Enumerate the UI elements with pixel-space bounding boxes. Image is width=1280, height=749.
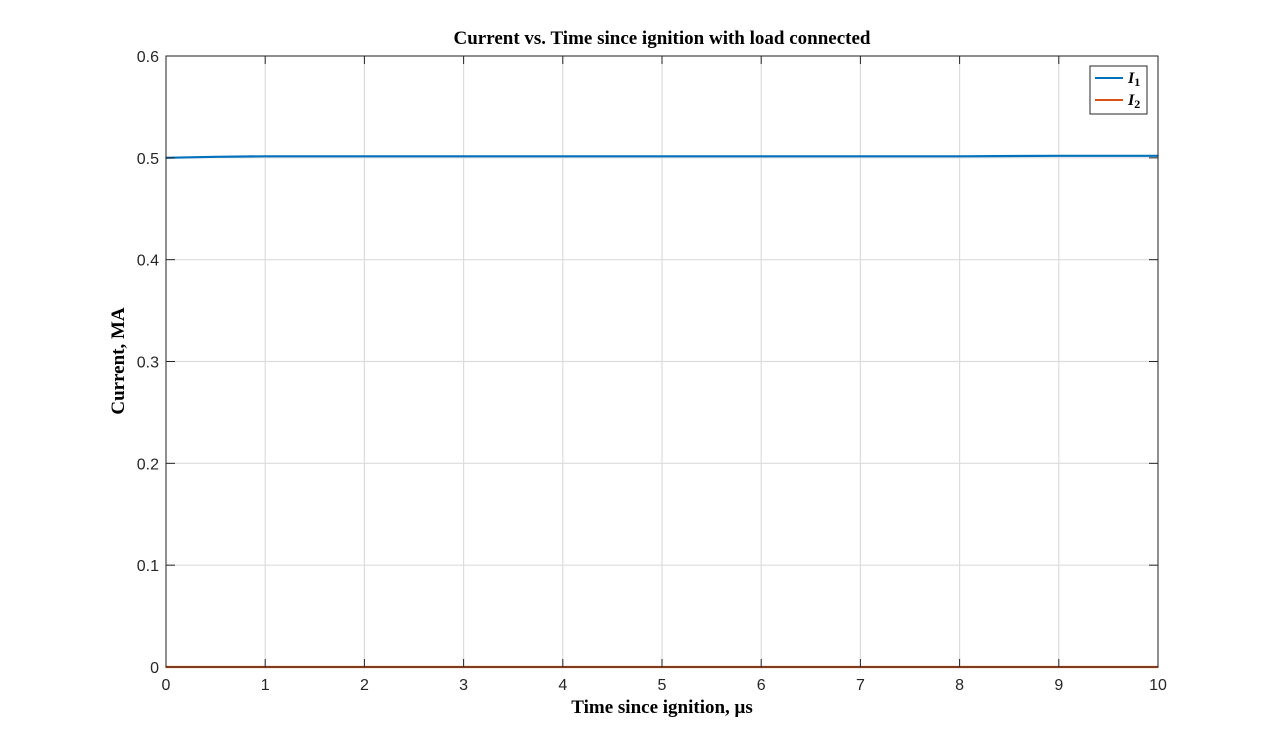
data-point-i1 — [363, 155, 366, 158]
data-point-i1 — [958, 155, 961, 158]
data-point-i1 — [562, 155, 564, 158]
legend-label-i1-subscript: 1 — [1134, 75, 1140, 89]
legend-label-i2-subscript: 2 — [1134, 97, 1140, 111]
data-point-i1 — [462, 155, 465, 158]
x-tick-label: 9 — [1054, 677, 1063, 694]
legend-label-i1-name: I — [1127, 70, 1135, 87]
legend-label-i2-name: I — [1127, 92, 1135, 109]
y-tick-labels: 0 0.1 0.2 0.3 0.4 0.5 0.6 — [137, 49, 159, 677]
legend-box — [1089, 65, 1148, 115]
x-tick-label: 5 — [658, 677, 667, 694]
x-tick-labels: 0 1 2 3 4 5 6 7 8 9 10 — [162, 677, 1167, 694]
axis-ticks — [165, 55, 1159, 668]
x-tick-label: 10 — [1149, 677, 1167, 694]
y-tick-label: 0 — [150, 660, 159, 677]
data-point-i1 — [859, 155, 862, 158]
y-axis-label: Current, MA — [108, 307, 129, 415]
y-tick-label: 0.3 — [137, 355, 159, 372]
y-tick-label: 0.5 — [137, 151, 159, 168]
data-point-i1 — [1058, 154, 1060, 157]
y-tick-label: 0.2 — [137, 456, 159, 473]
legend-label-i2: I2 — [1127, 92, 1140, 111]
x-tick-label: 1 — [261, 677, 270, 694]
y-tick-label: 0.4 — [137, 253, 159, 270]
legend-label-i1: I1 — [1127, 70, 1140, 89]
data-point-i1 — [760, 155, 762, 158]
x-axis-label: Time since ignition, μs — [571, 697, 752, 718]
data-point-i1 — [314, 155, 316, 158]
y-tick-label: 0.1 — [137, 558, 159, 575]
data-point-i1 — [264, 155, 267, 158]
x-tick-label: 3 — [459, 677, 468, 694]
chart-title: Current vs. Time since ignition with loa… — [454, 28, 871, 49]
x-tick-label: 8 — [955, 677, 964, 694]
legend: I1 I2 — [1089, 65, 1148, 115]
x-tick-label: 6 — [757, 677, 766, 694]
data-point-i1 — [214, 156, 217, 158]
x-tick-label: 4 — [558, 677, 567, 694]
data-point-i1 — [661, 155, 663, 158]
x-tick-label: 2 — [360, 677, 369, 694]
x-tick-label: 7 — [856, 677, 865, 694]
y-tick-label: 0.6 — [137, 49, 159, 66]
x-tick-label: 0 — [162, 677, 171, 694]
